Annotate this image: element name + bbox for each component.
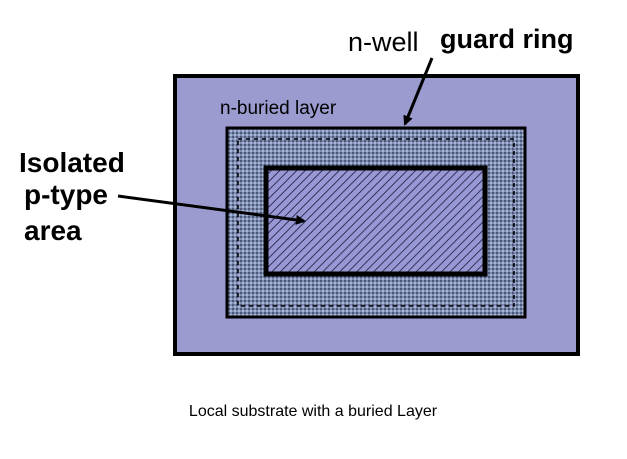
- p-type-arrow: [117, 194, 306, 225]
- isolated-label-line3: area: [24, 215, 82, 246]
- isolated-label-line1: Isolated: [19, 147, 125, 178]
- caption: Local substrate with a buried Layer: [189, 403, 438, 420]
- guard-ring-label: guard ring: [440, 24, 574, 54]
- guard-ring-dashed-border: [237, 138, 515, 307]
- isolated-label-line2: p-type: [24, 179, 108, 210]
- guard-ring-arrow: [403, 57, 434, 126]
- nwell-label: n-well: [348, 27, 419, 57]
- buried-layer-label: n-buried layer: [220, 98, 337, 119]
